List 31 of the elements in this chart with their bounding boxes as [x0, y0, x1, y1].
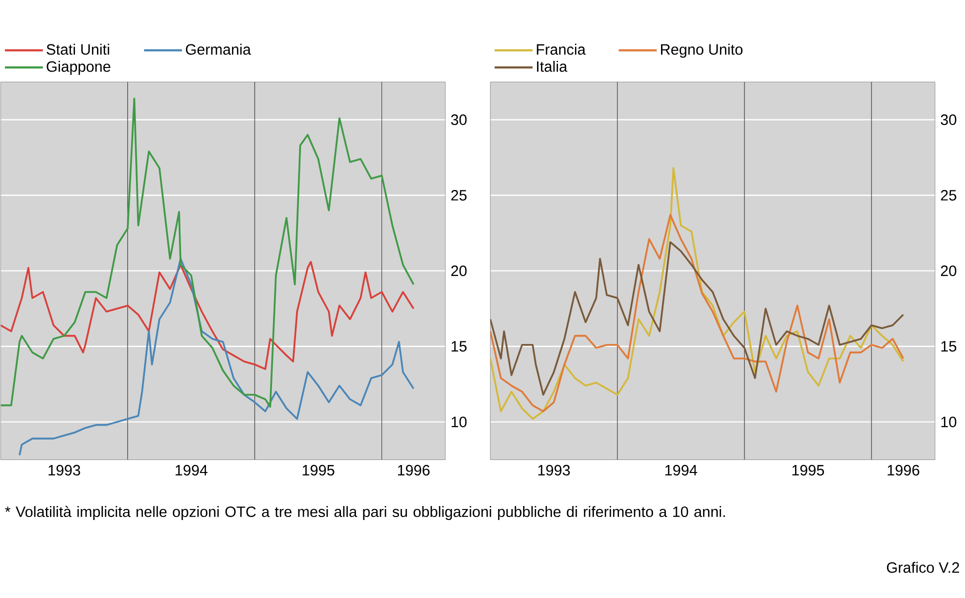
line-series — [490, 167, 904, 420]
x-tick-label: 1993 — [48, 465, 80, 476]
y-tick-label: 20 — [940, 266, 956, 276]
y-tick-label: 15 — [941, 341, 956, 352]
legend-label: Stati Uniti — [46, 44, 110, 55]
text: * Volatilità implicita nelle opzioni OTC a tre mesi alla pari su obbligazioni pubbliche di riferimento a 10 anni. — [5, 506, 725, 520]
y-tick-label: 25 — [940, 190, 956, 201]
legend-label: Giappone — [46, 61, 110, 76]
y-tick-label: 15 — [452, 341, 467, 352]
x-tick-label: 1993 — [538, 465, 570, 476]
line-series — [0, 261, 414, 370]
y-tick-label: 25 — [451, 190, 467, 201]
y-tick-label: 30 — [451, 114, 467, 126]
legend-label: Germania — [186, 44, 251, 55]
text: Grafico V.2 — [886, 562, 960, 574]
y-tick-label: 20 — [451, 266, 467, 276]
x-tick-label: 1995 — [302, 465, 334, 476]
x-tick-label: 1996 — [888, 465, 920, 476]
y-tick-label: 30 — [940, 114, 956, 126]
x-tick-label: 1995 — [792, 465, 824, 476]
legend-label: Regno Unito — [661, 44, 742, 58]
line-series — [490, 214, 904, 412]
x-tick-label: 1994 — [176, 465, 208, 476]
y-tick-label: 10 — [452, 416, 467, 428]
x-tick-label: 1994 — [665, 465, 698, 476]
x-tick-label: 1996 — [398, 465, 430, 476]
legend-label: Italia — [537, 61, 568, 72]
legend-label: Francia — [536, 44, 586, 55]
line-series — [0, 98, 414, 408]
y-tick-label: 10 — [941, 416, 956, 428]
line-series — [490, 241, 904, 396]
